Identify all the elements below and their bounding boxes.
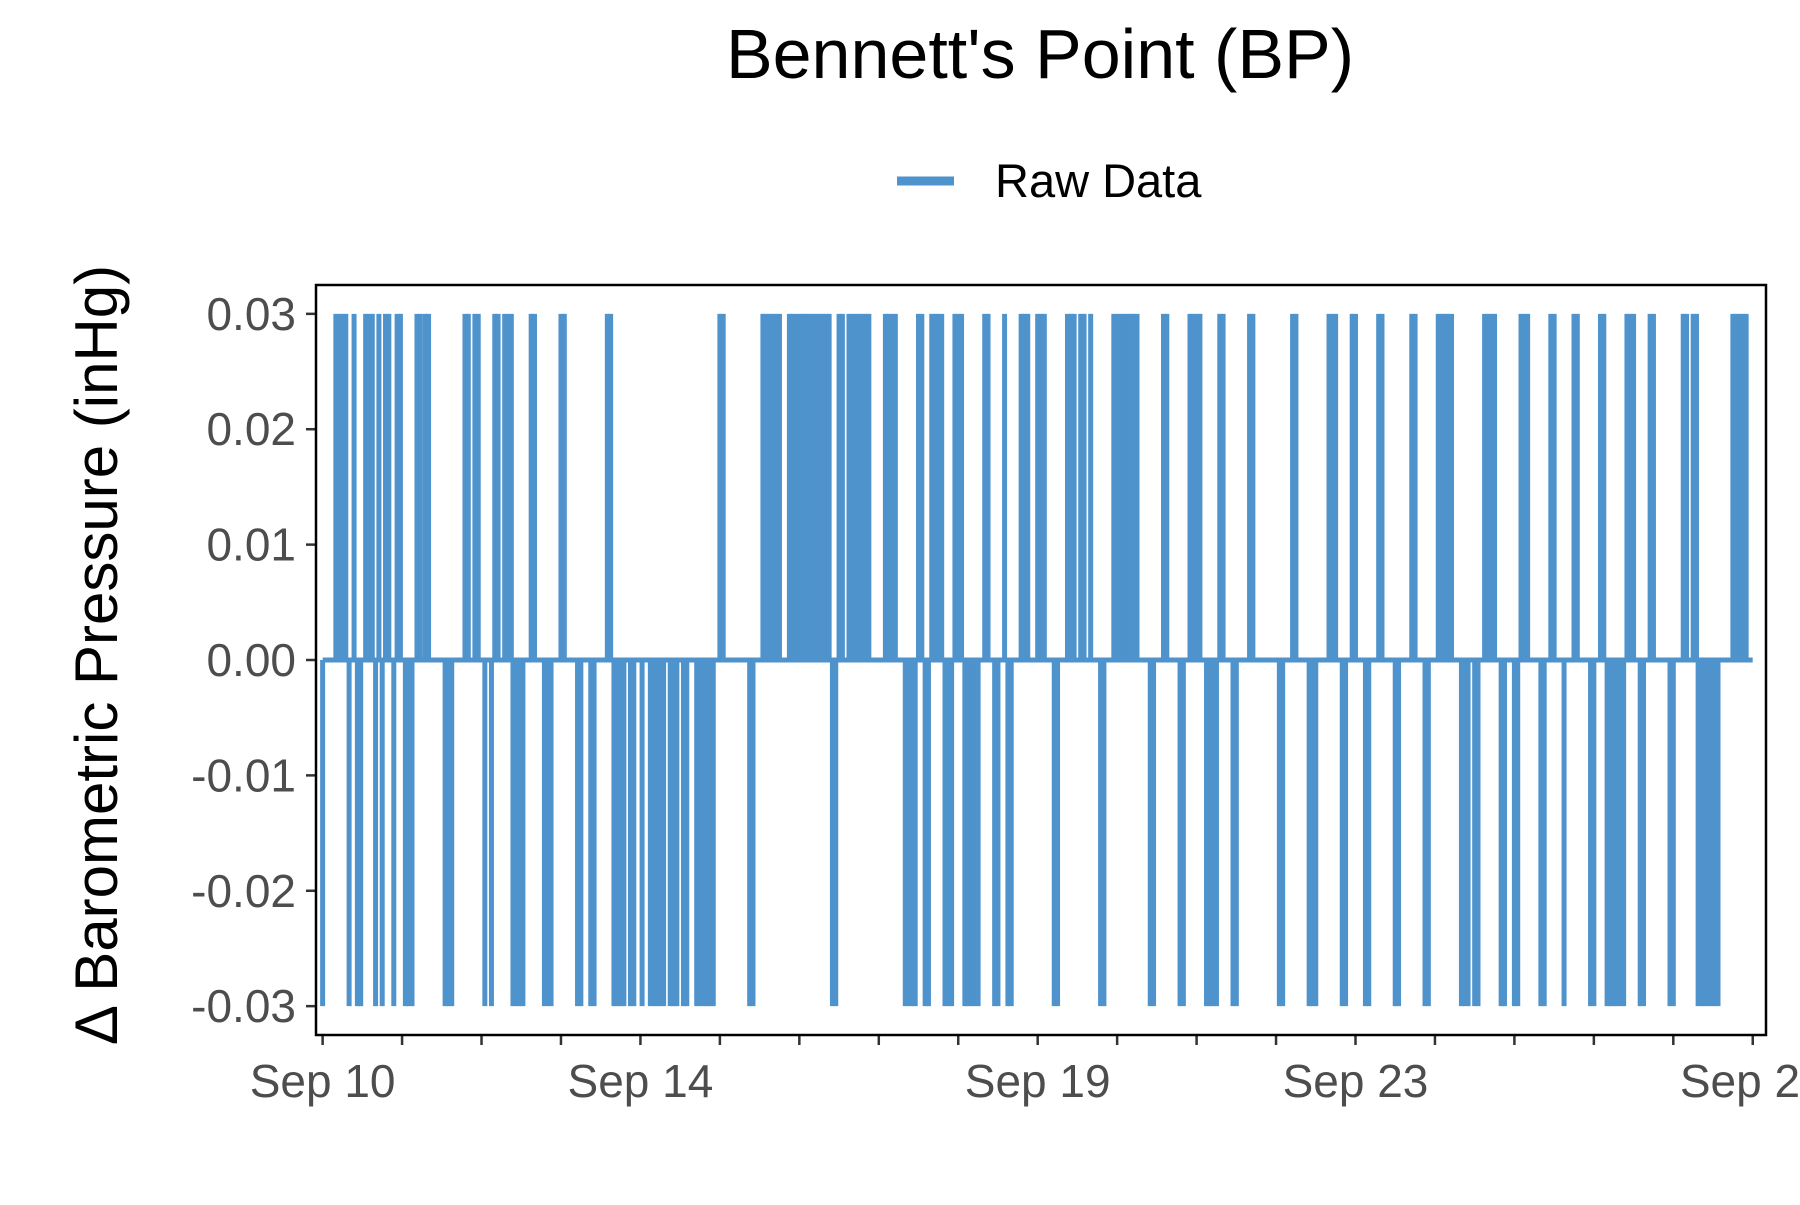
y-tick-label: 0.02 — [206, 403, 296, 455]
legend-label-raw-data: Raw Data — [995, 154, 1202, 207]
x-tick-label: Sep 14 — [568, 1055, 714, 1107]
y-axis-label: Δ Barometric Pressure (inHg) — [63, 265, 130, 1045]
x-tick-label: Sep 19 — [965, 1055, 1111, 1107]
y-tick-label: 0.00 — [206, 634, 296, 686]
y-tick-label: -0.02 — [191, 865, 296, 917]
x-axis-ticks: Sep 10 Sep 14 Sep 19 Sep 23 Sep 28 — [250, 1035, 1800, 1107]
y-tick-label: 0.03 — [206, 288, 296, 340]
x-tick-label: Sep 10 — [250, 1055, 396, 1107]
y-tick-label: 0.01 — [206, 519, 296, 571]
series-raw-data — [320, 313, 1753, 1007]
x-tick-label: Sep 28 — [1680, 1055, 1800, 1107]
x-tick-label: Sep 23 — [1283, 1055, 1429, 1107]
y-tick-label: -0.03 — [191, 980, 296, 1032]
plot-panel-border — [314, 283, 1768, 1037]
y-tick-label: -0.01 — [191, 749, 296, 801]
y-axis-ticks: 0.03 0.02 0.01 0.00 -0.01 -0.02 -0.03 — [191, 288, 316, 1032]
chart-title: Bennett's Point (BP) — [726, 15, 1354, 93]
legend: Raw Data — [897, 154, 1202, 207]
